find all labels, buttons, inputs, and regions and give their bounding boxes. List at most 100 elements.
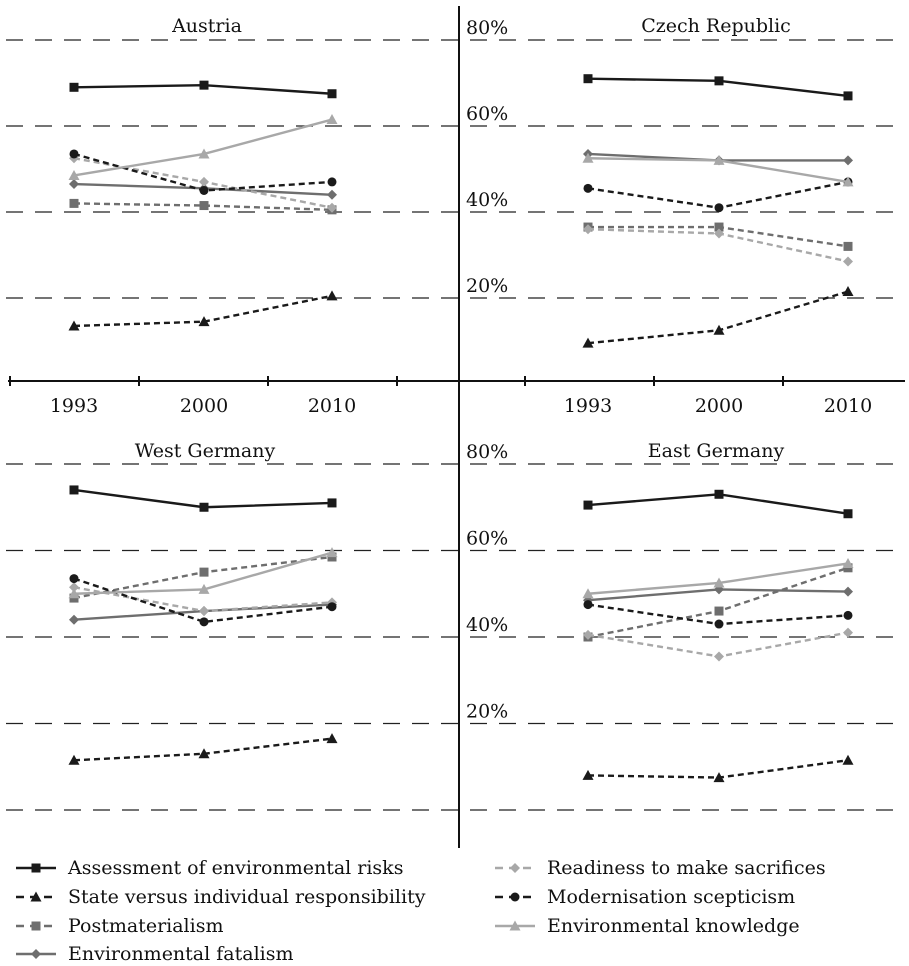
data-point-modernisation-scepticism bbox=[327, 602, 337, 612]
panel-title-east-germany: East Germany bbox=[648, 440, 785, 462]
data-point-postmaterialism bbox=[714, 606, 724, 616]
x-tick-label: 2010 bbox=[824, 395, 872, 417]
data-point-modernisation-scepticism bbox=[843, 610, 853, 620]
series-line-environmental-knowledge bbox=[73, 118, 333, 177]
data-point-modernisation-scepticism bbox=[583, 600, 593, 610]
data-point-state-versus-individual-responsibility bbox=[842, 286, 854, 297]
data-point-postmaterialism bbox=[843, 241, 853, 251]
data-point-state-versus-individual-responsibility bbox=[842, 754, 854, 765]
legend-marker-postmaterialism bbox=[31, 921, 41, 931]
data-point-modernisation-scepticism bbox=[327, 177, 337, 187]
data-point-environmental-knowledge bbox=[582, 152, 594, 163]
data-point-state-versus-individual-responsibility bbox=[68, 320, 80, 331]
panel-title-austria: Austria bbox=[171, 15, 242, 37]
data-point-environmental-fatalism bbox=[327, 189, 337, 200]
y-tick-label: 20% bbox=[466, 701, 508, 723]
legend-marker-environmental-knowledge bbox=[509, 920, 521, 931]
legend-label-environmental-knowledge: Environmental knowledge bbox=[547, 915, 800, 937]
data-point-environmental-fatalism bbox=[69, 614, 79, 625]
data-point-readiness-to-make-sacrifices bbox=[583, 629, 593, 640]
y-tick-label: 40% bbox=[466, 614, 508, 636]
data-point-modernisation-scepticism bbox=[69, 149, 79, 159]
data-point-assessment-of-environmental-risks bbox=[199, 502, 209, 512]
data-point-environmental-fatalism bbox=[843, 155, 853, 166]
legend-marker-state-versus-individual-responsibility bbox=[30, 891, 42, 902]
data-point-assessment-of-environmental-risks bbox=[714, 76, 724, 86]
data-point-environmental-fatalism bbox=[843, 586, 853, 597]
legend-marker-modernisation-scepticism bbox=[510, 892, 520, 902]
data-point-readiness-to-make-sacrifices bbox=[714, 651, 724, 662]
data-point-state-versus-individual-responsibility bbox=[582, 769, 594, 780]
legend-label-postmaterialism: Postmaterialism bbox=[68, 915, 223, 937]
data-point-state-versus-individual-responsibility bbox=[713, 324, 725, 335]
legend-marker-readiness-to-make-sacrifices bbox=[510, 863, 520, 873]
data-point-environmental-knowledge bbox=[713, 577, 725, 588]
data-point-assessment-of-environmental-risks bbox=[843, 91, 853, 101]
data-point-environmental-fatalism bbox=[69, 179, 79, 190]
data-point-assessment-of-environmental-risks bbox=[69, 485, 79, 495]
data-point-assessment-of-environmental-risks bbox=[843, 509, 853, 519]
data-point-readiness-to-make-sacrifices bbox=[69, 582, 79, 593]
data-point-environmental-knowledge bbox=[326, 547, 338, 558]
data-point-environmental-knowledge bbox=[198, 583, 210, 594]
data-point-postmaterialism bbox=[199, 201, 209, 211]
data-point-modernisation-scepticism bbox=[714, 619, 724, 629]
data-point-state-versus-individual-responsibility bbox=[68, 754, 80, 765]
data-point-postmaterialism bbox=[714, 222, 724, 232]
data-point-readiness-to-make-sacrifices bbox=[843, 256, 853, 267]
legend-label-assessment-of-environmental-risks: Assessment of environmental risks bbox=[67, 857, 403, 879]
x-tick-label: 2000 bbox=[180, 395, 228, 417]
data-point-state-versus-individual-responsibility bbox=[198, 316, 210, 327]
data-point-postmaterialism bbox=[199, 567, 209, 577]
data-point-modernisation-scepticism bbox=[583, 183, 593, 193]
y-tick-label: 80% bbox=[466, 17, 508, 39]
data-point-assessment-of-environmental-risks bbox=[583, 74, 593, 84]
data-point-environmental-knowledge bbox=[842, 176, 854, 187]
y-tick-label: 60% bbox=[466, 528, 508, 550]
data-point-environmental-knowledge bbox=[198, 148, 210, 159]
data-point-assessment-of-environmental-risks bbox=[327, 498, 337, 508]
data-point-readiness-to-make-sacrifices bbox=[843, 627, 853, 638]
data-point-environmental-knowledge bbox=[842, 557, 854, 568]
data-point-state-versus-individual-responsibility bbox=[326, 733, 338, 744]
x-tick-label: 1993 bbox=[564, 395, 612, 417]
series-line-modernisation-scepticism bbox=[73, 577, 333, 624]
data-point-assessment-of-environmental-risks bbox=[199, 80, 209, 90]
x-tick-label: 2000 bbox=[695, 395, 743, 417]
legend-label-readiness-to-make-sacrifices: Readiness to make sacrifices bbox=[547, 857, 826, 879]
data-point-modernisation-scepticism bbox=[714, 203, 724, 213]
data-point-modernisation-scepticism bbox=[199, 617, 209, 627]
data-point-environmental-knowledge bbox=[68, 588, 80, 599]
legend-marker-assessment-of-environmental-risks bbox=[31, 863, 41, 873]
y-tick-label: 60% bbox=[466, 103, 508, 125]
data-point-readiness-to-make-sacrifices bbox=[199, 606, 209, 617]
data-point-state-versus-individual-responsibility bbox=[326, 290, 338, 301]
series-line-state-versus-individual-responsibility bbox=[587, 290, 849, 345]
data-point-state-versus-individual-responsibility bbox=[198, 748, 210, 759]
x-tick-label: 2010 bbox=[308, 395, 356, 417]
legend-label-modernisation-scepticism: Modernisation scepticism bbox=[547, 886, 795, 908]
legend-label-environmental-fatalism: Environmental fatalism bbox=[68, 943, 294, 962]
data-point-assessment-of-environmental-risks bbox=[69, 82, 79, 92]
data-point-environmental-knowledge bbox=[326, 114, 338, 125]
data-point-environmental-knowledge bbox=[582, 588, 594, 599]
data-point-state-versus-individual-responsibility bbox=[713, 772, 725, 783]
data-point-assessment-of-environmental-risks bbox=[714, 489, 724, 499]
y-tick-label: 40% bbox=[466, 189, 508, 211]
y-tick-label: 20% bbox=[466, 275, 508, 297]
legend-marker-environmental-fatalism bbox=[31, 949, 41, 959]
data-point-modernisation-scepticism bbox=[199, 186, 209, 195]
panel-title-west-germany: West Germany bbox=[135, 440, 276, 462]
x-tick-label: 1993 bbox=[50, 395, 98, 417]
panel-title-czech-republic: Czech Republic bbox=[641, 15, 791, 37]
data-point-assessment-of-environmental-risks bbox=[583, 500, 593, 510]
data-point-readiness-to-make-sacrifices bbox=[714, 228, 724, 239]
data-point-environmental-knowledge bbox=[68, 169, 80, 180]
data-point-postmaterialism bbox=[69, 198, 79, 208]
data-point-modernisation-scepticism bbox=[69, 574, 79, 584]
data-point-assessment-of-environmental-risks bbox=[327, 89, 337, 99]
data-point-readiness-to-make-sacrifices bbox=[199, 176, 209, 187]
y-tick-label: 80% bbox=[466, 441, 508, 463]
